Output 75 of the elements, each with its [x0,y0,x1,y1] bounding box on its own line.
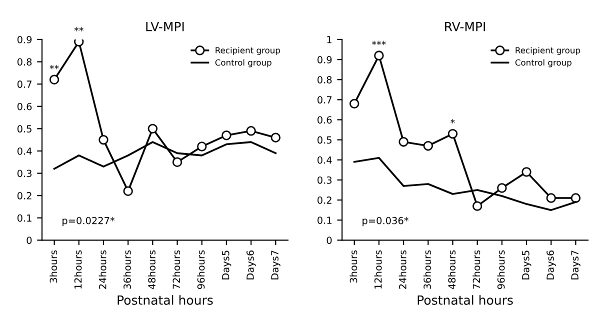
point [49,74,60,84]
y-tick-label: 0 [26,236,32,244]
y-tick-label: 0.2 [17,192,32,200]
point [222,130,232,140]
y-tick-label: 0.9 [17,36,32,44]
x-tick-label: 48hours [148,250,156,290]
y-tick-label: 0.4 [318,156,332,164]
point [570,193,581,203]
annotation: *** [372,40,386,46]
point [398,136,408,147]
point [374,50,384,60]
y-tick-label: 0.9 [318,56,332,64]
x-tick-label: Days6 [246,250,256,280]
annotation: p=0.0227* [62,216,115,226]
annotation: * [450,119,455,124]
point [270,132,281,142]
y-tick-label: 1 [327,36,332,44]
x-tick-label: 12hours [374,250,382,289]
y-tick-label: 0.3 [318,176,332,184]
y-tick-label: 0.7 [318,96,332,104]
x-tick-label: Days5 [522,250,532,280]
x-tick-label: 72hours [172,250,180,289]
point [123,186,133,196]
legend-label: Recipient group [516,46,580,56]
annotation: ** [50,64,59,70]
y-tick-label: 0.1 [318,216,332,224]
y-tick-label: 0 [326,236,332,244]
point [472,201,482,211]
point [522,167,532,177]
point [246,126,256,136]
x-tick-label: 3hours [50,250,58,283]
annotation: p=0.036* [362,216,408,226]
x-tick-label: 72hours [472,250,480,289]
point [448,128,458,139]
y-tick-label: 0.5 [318,136,332,144]
y-tick-label: 0.5 [17,125,32,133]
y-tick-label: 0.8 [17,58,32,66]
x-tick-label: 36hours [123,250,131,289]
y-tick-label: 0.7 [17,80,32,88]
x-tick-label: 48hours [448,250,456,290]
y-tick-label: 0.6 [17,102,32,110]
x-tick-label: 96hours [497,250,505,289]
chart-title: RV-MPI [445,22,485,32]
x-axis-title: Postnatal hours [118,295,213,305]
point [349,98,360,109]
point [197,142,207,152]
x-axis-title: Postnatal hours [418,295,513,305]
x-tick-label: 96hours [197,250,205,289]
x-tick-label: Days6 [546,250,556,280]
point [172,157,182,167]
chart-title: LV-MPI [146,22,184,32]
point [497,183,507,193]
point [423,140,433,151]
annotation: ** [74,26,84,32]
legend-label: Control group [215,59,272,68]
y-tick-label: 0.4 [17,147,32,155]
x-tick-label: 24hours [98,250,106,289]
legend-label: Recipient group [216,46,280,56]
point [98,134,108,145]
y-tick-label: 0.6 [318,116,332,124]
y-tick-label: 0.2 [318,196,332,204]
x-tick-label: Days7 [271,250,280,280]
x-tick-label: Days5 [222,250,232,280]
y-tick-label: 0.8 [318,76,332,84]
x-tick-label: 12hours [74,250,82,289]
x-tick-label: 36hours [423,250,431,289]
point [546,193,556,203]
point [148,124,158,134]
x-tick-label: Days7 [571,250,580,280]
x-tick-label: 24hours [398,250,406,289]
y-tick-label: 0.1 [17,214,32,222]
y-tick-label: 0.3 [17,170,32,178]
point [74,39,84,47]
legend-label: Control group [515,59,572,68]
x-tick-label: 3hours [350,250,358,283]
